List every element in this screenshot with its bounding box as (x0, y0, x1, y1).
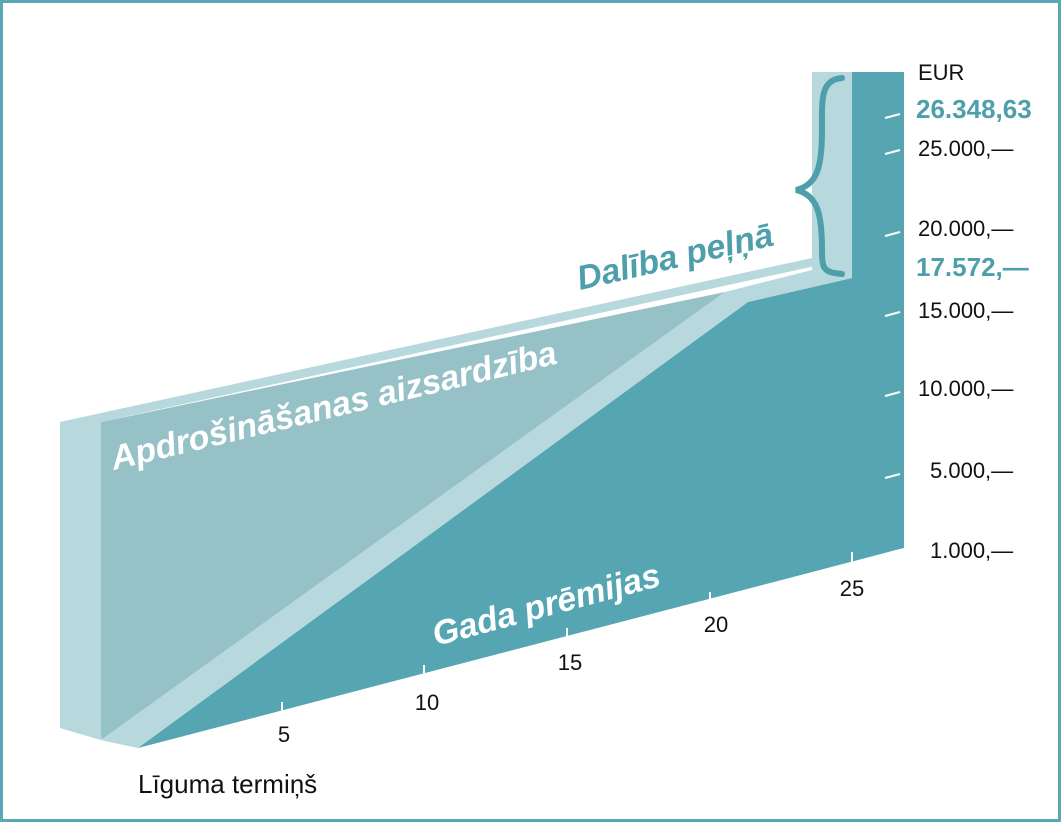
profit-brace-icon (795, 75, 845, 277)
x-tick-label: 5 (278, 722, 290, 747)
y-tick-label: 20.000,— (918, 216, 1013, 241)
y-tick-label: 10.000,— (918, 376, 1013, 401)
y-tick-mark (884, 391, 901, 397)
y-tick-mark (884, 549, 901, 555)
x-tick-label: 15 (558, 650, 582, 675)
total-value-label: 26.348,63 (916, 94, 1032, 124)
y-tick-label: 1.000,— (930, 538, 1013, 563)
y-tick-mark (884, 149, 901, 155)
x-tick-label: 25 (840, 576, 864, 601)
y-tick-marks (884, 113, 901, 555)
y-tick-mark (884, 231, 901, 237)
x-tick-label: 10 (415, 690, 439, 715)
block-left-face (60, 422, 101, 740)
y-tick-mark (884, 311, 901, 317)
x-axis-label: Līguma termiņš (138, 769, 317, 799)
profit-label: Dalība peļņā (573, 216, 777, 298)
y-tick-label: 25.000,— (918, 136, 1013, 161)
x-tick-marks (281, 552, 853, 716)
profit-strip (725, 270, 852, 302)
premiums-area (138, 278, 904, 748)
profit-column-face (852, 72, 904, 278)
x-tick-label: 20 (704, 612, 728, 637)
y-tick-label: 5.000,— (930, 458, 1013, 483)
y-tick-mark (884, 113, 901, 119)
y-tick-label: 15.000,— (918, 298, 1013, 323)
diagonal-strip (101, 292, 748, 748)
y-tick-mark (884, 473, 901, 479)
unit-label: EUR (918, 60, 964, 85)
y-tick-labels: 1.000,— 5.000,— 10.000,— 15.000,— 20.000,— 25… (918, 136, 1013, 563)
block-top-face (60, 258, 852, 422)
guaranteed-value-label: 17.572,— (916, 252, 1029, 282)
x-tick-labels: 5 10 15 20 25 (278, 576, 864, 747)
